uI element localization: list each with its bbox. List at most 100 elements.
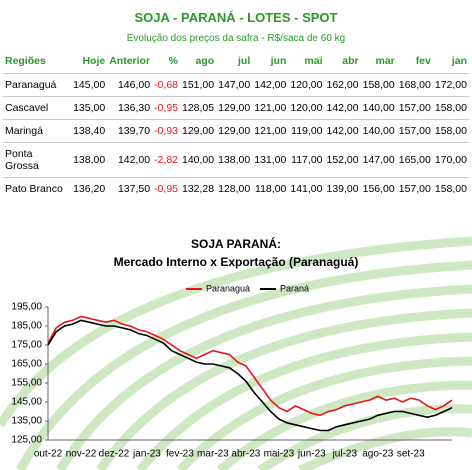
y-tick-label: 145,00: [11, 397, 42, 408]
y-tick-label: 185,00: [11, 321, 42, 332]
price-cell: 132,28: [180, 177, 217, 200]
x-tick-label: out-22: [34, 449, 63, 460]
table-row: Pato Branco 136,20 137,50 -0,95 132,28 128,00…: [3, 177, 469, 200]
price-cell: 147,00: [216, 73, 253, 97]
price-cell: 137,50: [107, 177, 153, 200]
price-cell: 170,00: [432, 142, 469, 178]
x-tick-label: jan-23: [132, 449, 161, 460]
price-cell: 129,00: [216, 96, 253, 120]
price-cell: 165,00: [396, 142, 433, 178]
header-row: Regiões Hoje Anterior% ago jul jun mai abr mar fe…: [3, 50, 469, 74]
table-row: Maringá 138,40 139,70 -0,93 129,00 129,00 121,…: [3, 119, 469, 143]
column-header: mai: [304, 55, 323, 67]
legend-label: Paraná: [280, 283, 309, 293]
column-header: ago: [195, 55, 215, 67]
price-cell: 118,00: [252, 177, 289, 200]
background-stripes: [0, 236, 472, 470]
column-header: Anterior: [109, 55, 151, 67]
price-cell: 142,00: [324, 96, 361, 120]
price-cell: 120,00: [288, 73, 325, 97]
series-line: [47, 319, 453, 432]
price-cell: -0,68: [152, 73, 180, 97]
price-cell: 146,00: [107, 73, 153, 97]
y-tick-label: 155,00: [11, 378, 42, 389]
x-tick-label: jul-23: [332, 449, 358, 460]
region-cell: Ponta Grossa: [3, 142, 72, 178]
table-row: Cascavel 135,00 136,30 -0,95 128,05 129,00 121…: [3, 96, 469, 120]
price-cell: 138,00: [216, 142, 253, 178]
price-cell: 129,00: [216, 119, 253, 143]
price-cell: 157,00: [396, 96, 433, 120]
price-cell: 119,00: [288, 119, 325, 143]
price-cell: -0,93: [152, 119, 180, 143]
price-cell: 139,00: [324, 177, 361, 200]
price-cell: 157,00: [396, 119, 433, 143]
panel-title: SOJA - PARANÁ - LOTES - SPOT: [134, 10, 338, 25]
y-tick-label: 125,00: [11, 435, 42, 446]
price-cell: 162,00: [324, 73, 361, 97]
price-cell: 156,00: [360, 177, 397, 200]
price-cell: 135,00: [71, 96, 108, 120]
panel-subtitle: Evolução dos preços da safra - R$/saca d…: [126, 33, 346, 44]
region-cell: Maringá: [3, 119, 72, 143]
series-line: [47, 315, 453, 417]
column-header: jul: [238, 55, 251, 67]
x-tick-label: fev-23: [166, 449, 194, 460]
price-cell: 136,30: [107, 96, 153, 120]
region-cell: Paranaguá: [3, 73, 72, 97]
price-cell: 151,00: [180, 73, 217, 97]
price-cell: 140,00: [360, 119, 397, 143]
price-cell: 121,00: [252, 96, 289, 120]
price-cell: 142,00: [324, 119, 361, 143]
price-panel: SOJA - PARANÁ - LOTES - SPOT Evolução do…: [0, 0, 472, 215]
x-tick-label: nov-22: [66, 449, 97, 460]
x-tick-label: mar-23: [197, 449, 229, 460]
column-header: Hoje: [82, 55, 106, 67]
x-tick-label: jun-23: [297, 449, 326, 460]
price-cell: 158,00: [432, 177, 469, 200]
price-cell: 158,00: [360, 73, 397, 97]
price-cell: 128,05: [180, 96, 217, 120]
price-cell: 117,00: [288, 142, 325, 178]
price-cell: 120,00: [288, 96, 325, 120]
price-cell: -0,95: [152, 96, 180, 120]
price-cell: 140,00: [360, 96, 397, 120]
price-cell: 121,00: [252, 119, 289, 143]
x-tick-label: ago-23: [362, 449, 394, 460]
table-row: Ponta Grossa 138,00 142,00 -2,82 140,00 138,0…: [3, 142, 469, 178]
region-cell: Pato Branco: [3, 177, 72, 200]
price-cell: 157,00: [396, 177, 433, 200]
price-cell: 136,20: [71, 177, 108, 200]
price-cell: 172,00: [432, 73, 469, 97]
price-cell: -2,82: [152, 142, 180, 178]
column-header: mar: [375, 55, 395, 67]
price-cell: 140,00: [180, 142, 217, 178]
price-cell: 139,70: [107, 119, 153, 143]
price-cell: 145,00: [71, 73, 108, 97]
y-tick-label: 195,00: [11, 302, 42, 313]
chart-title: SOJA PARANÁ:: [191, 236, 281, 251]
x-tick-label: mai-23: [264, 449, 295, 460]
column-header: Regiões: [5, 55, 46, 67]
chart: SOJA PARANÁ: Mercado Interno x Exportaçã…: [0, 225, 472, 470]
x-tick-label: set-23: [397, 449, 425, 460]
x-tick-label: abr-23: [231, 449, 260, 460]
price-cell: 158,00: [432, 119, 469, 143]
price-cell: 141,00: [288, 177, 325, 200]
price-cell: 129,00: [180, 119, 217, 143]
region-cell: Cascavel: [3, 96, 72, 120]
price-table: Regiões Hoje Anterior% ago jul jun mai abr mar fe…: [3, 50, 469, 200]
chart-subtitle: Mercado Interno x Exportação (Paranaguá): [114, 255, 359, 269]
price-cell: 147,00: [360, 142, 397, 178]
price-cell: 158,00: [432, 96, 469, 120]
price-cell: 168,00: [396, 73, 433, 97]
y-tick-label: 175,00: [11, 340, 42, 351]
price-cell: 131,00: [252, 142, 289, 178]
price-cell: 138,40: [71, 119, 108, 143]
column-header: abr: [342, 55, 359, 67]
price-cell: 152,00: [324, 142, 361, 178]
column-header: jun: [270, 55, 287, 67]
price-cell: 142,00: [107, 142, 153, 178]
price-cell: 138,00: [71, 142, 108, 178]
